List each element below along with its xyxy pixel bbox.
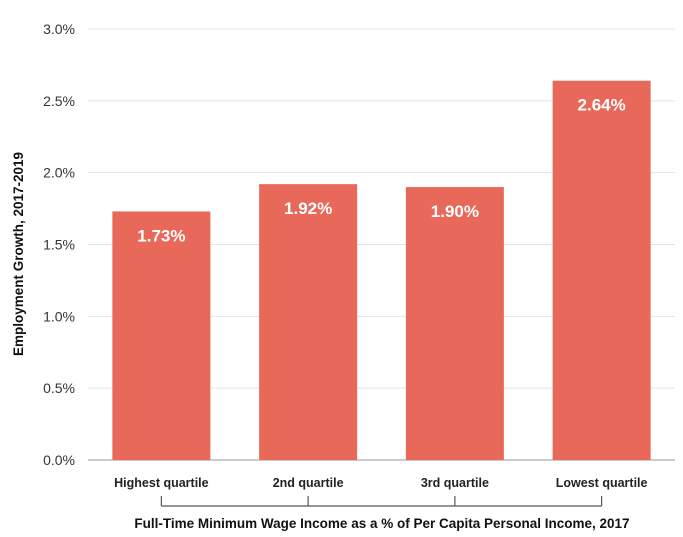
x-axis-title: Full-Time Minimum Wage Income as a % of … xyxy=(134,516,629,531)
y-tick-label: 0.5% xyxy=(43,380,75,396)
y-tick-label: 2.5% xyxy=(43,93,75,109)
x-category-label: 2nd quartile xyxy=(273,476,344,490)
x-axis-bracket xyxy=(160,496,603,507)
y-axis-title: Employment Growth, 2017-2019 xyxy=(11,152,26,356)
x-axis-categories: Highest quartile 2nd quartile 3rd quartile… xyxy=(114,476,647,490)
bar-value-label: 1.92% xyxy=(284,199,332,218)
x-category-label: 3rd quartile xyxy=(421,476,489,490)
bar xyxy=(112,211,211,460)
bar xyxy=(405,187,504,461)
y-tick-label: 0.0% xyxy=(43,452,75,468)
bar xyxy=(552,80,651,460)
bar-value-label: 2.64% xyxy=(578,96,626,115)
bar-value-label: 1.90% xyxy=(431,202,479,221)
y-tick-label: 1.0% xyxy=(43,308,75,324)
y-tick-label: 2.0% xyxy=(43,165,75,181)
y-axis-ticks: 0.0% 0.5% 1.0% 1.5% 2.0% 2.5% 3.0% xyxy=(43,21,75,468)
y-tick-label: 1.5% xyxy=(43,237,75,253)
bar-value-label: 1.73% xyxy=(137,226,185,245)
x-category-label: Lowest quartile xyxy=(556,476,648,490)
bars: 1.73% 1.92% 1.90% 2.64% xyxy=(112,80,651,461)
x-category-label: Highest quartile xyxy=(114,476,209,490)
bar xyxy=(259,184,358,460)
y-tick-label: 3.0% xyxy=(43,21,75,37)
